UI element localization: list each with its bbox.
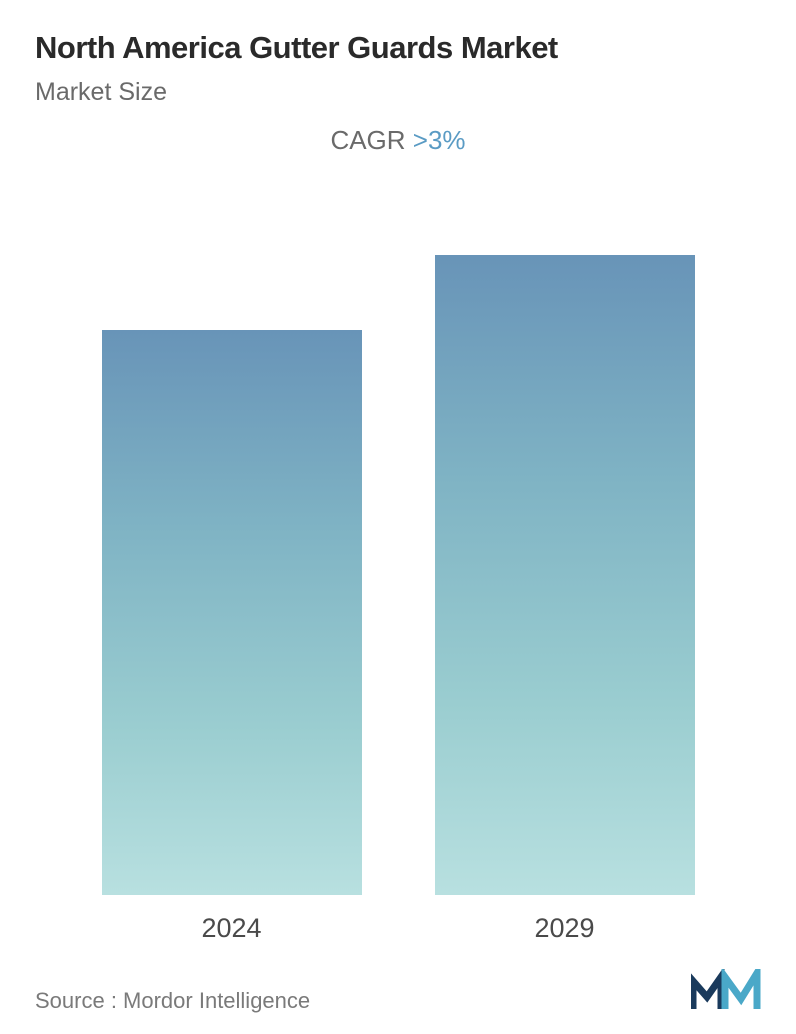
mordor-logo-icon — [691, 969, 761, 1014]
chart-container: North America Gutter Guards Market Marke… — [0, 0, 796, 1034]
cagr-label: CAGR — [330, 125, 412, 155]
chart-area: 2024 2029 — [35, 176, 761, 944]
bar-group-0: 2024 — [92, 330, 372, 944]
chart-subtitle: Market Size — [35, 78, 761, 107]
bar-1 — [435, 255, 695, 895]
bar-group-1: 2029 — [425, 255, 705, 944]
bar-label-0: 2024 — [201, 913, 261, 944]
cagr-value: >3% — [413, 125, 466, 155]
source-text: Source : Mordor Intelligence — [35, 988, 310, 1014]
footer: Source : Mordor Intelligence — [35, 959, 761, 1014]
chart-title: North America Gutter Guards Market — [35, 30, 761, 66]
cagr-row: CAGR >3% — [35, 125, 761, 156]
bar-label-1: 2029 — [534, 913, 594, 944]
bar-0 — [102, 330, 362, 895]
